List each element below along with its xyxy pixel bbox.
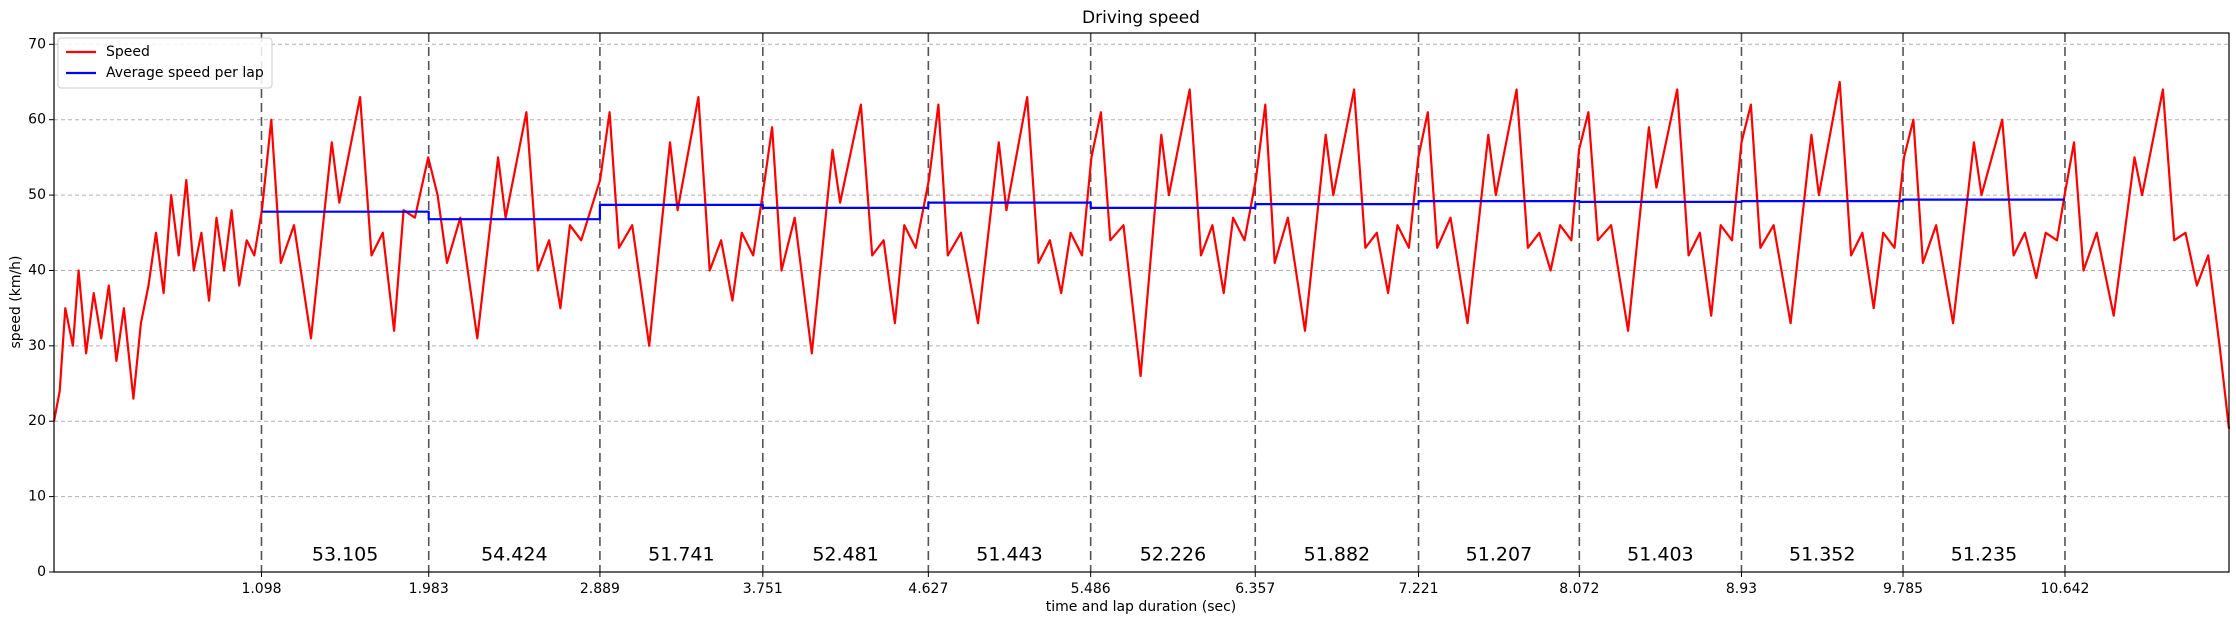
x-tick-label: 9.785 (1883, 581, 1923, 597)
y-tick-label: 30 (28, 338, 46, 354)
x-tick-label: 7.221 (1398, 581, 1438, 597)
lap-duration: 51.443 (976, 544, 1042, 566)
y-tick-label: 10 (28, 489, 46, 505)
lap-duration: 51.235 (1951, 544, 2017, 566)
lap-duration: 51.207 (1466, 544, 1532, 566)
x-tick-label: 8.072 (1559, 581, 1599, 597)
lap-duration: 51.403 (1627, 544, 1693, 566)
y-tick-label: 40 (28, 262, 46, 278)
y-tick-label: 0 (37, 564, 46, 580)
y-tick-label: 50 (28, 187, 46, 203)
series-line (52, 80, 2231, 429)
x-tick-label: 3.751 (743, 581, 783, 597)
x-tick-label: 5.486 (1071, 581, 1111, 597)
x-tick-label: 1.983 (409, 581, 449, 597)
x-axis-label: time and lap duration (sec) (1046, 599, 1237, 615)
y-axis-label: speed (km/h) (8, 255, 24, 348)
legend-label: Average speed per lap (106, 65, 264, 81)
lap-duration: 52.481 (812, 544, 878, 566)
lap-duration: 51.352 (1789, 544, 1855, 566)
plot-frame (53, 32, 2230, 573)
lap-duration: 52.226 (1140, 544, 1206, 566)
x-tick-label: 1.098 (241, 581, 281, 597)
legend-box (57, 37, 273, 89)
lap-duration: 54.424 (481, 544, 547, 566)
x-tick-label: 2.889 (580, 581, 620, 597)
lap-duration: 53.105 (312, 544, 378, 566)
y-tick-label: 20 (28, 413, 46, 429)
legend-label: Speed (106, 44, 150, 60)
y-tick-label: 70 (28, 36, 46, 52)
x-tick-label: 4.627 (908, 581, 948, 597)
lap-duration: 51.741 (648, 544, 714, 566)
x-tick-label: 6.357 (1235, 581, 1275, 597)
x-tick-label: 8.93 (1726, 581, 1757, 597)
x-tick-label: 10.642 (2040, 581, 2089, 597)
lap-duration: 51.882 (1304, 544, 1370, 566)
y-tick-label: 60 (28, 112, 46, 128)
series-line (261, 198, 2065, 221)
chart-title: Driving speed (1082, 8, 1200, 28)
